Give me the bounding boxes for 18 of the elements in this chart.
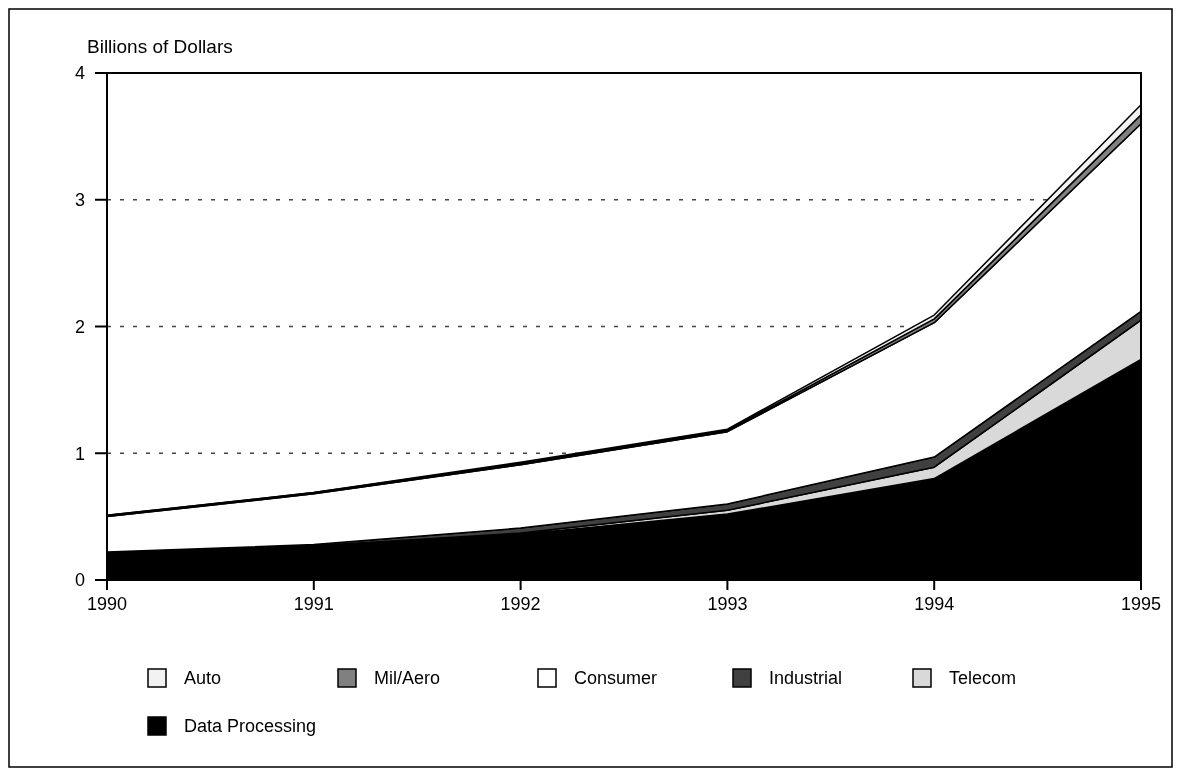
y-tick-label: 4	[74, 63, 85, 84]
y-tick-label: 0	[74, 570, 85, 591]
x-tick-label: 1994	[914, 594, 955, 614]
x-tick-label: 1990	[86, 594, 128, 614]
x-tick-label: 1992	[500, 594, 541, 614]
legend-label: Auto	[184, 668, 222, 689]
y-tick-label: 1	[74, 443, 85, 464]
x-tick-label: 1993	[707, 594, 748, 614]
x-tick-label: 1995	[1120, 594, 1162, 614]
legend-label: Mil/Aero	[374, 668, 441, 689]
y-tick-label: 2	[74, 316, 85, 337]
legend-label: Data Processing	[184, 716, 317, 737]
x-tick-label: 1991	[293, 594, 334, 614]
y-axis-title: Billions of Dollars	[87, 36, 233, 57]
y-tick-label: 3	[74, 190, 85, 211]
legend-label: Consumer	[574, 668, 658, 689]
legend-label: Telecom	[949, 668, 1017, 689]
legend-label: Industrial	[769, 668, 843, 689]
